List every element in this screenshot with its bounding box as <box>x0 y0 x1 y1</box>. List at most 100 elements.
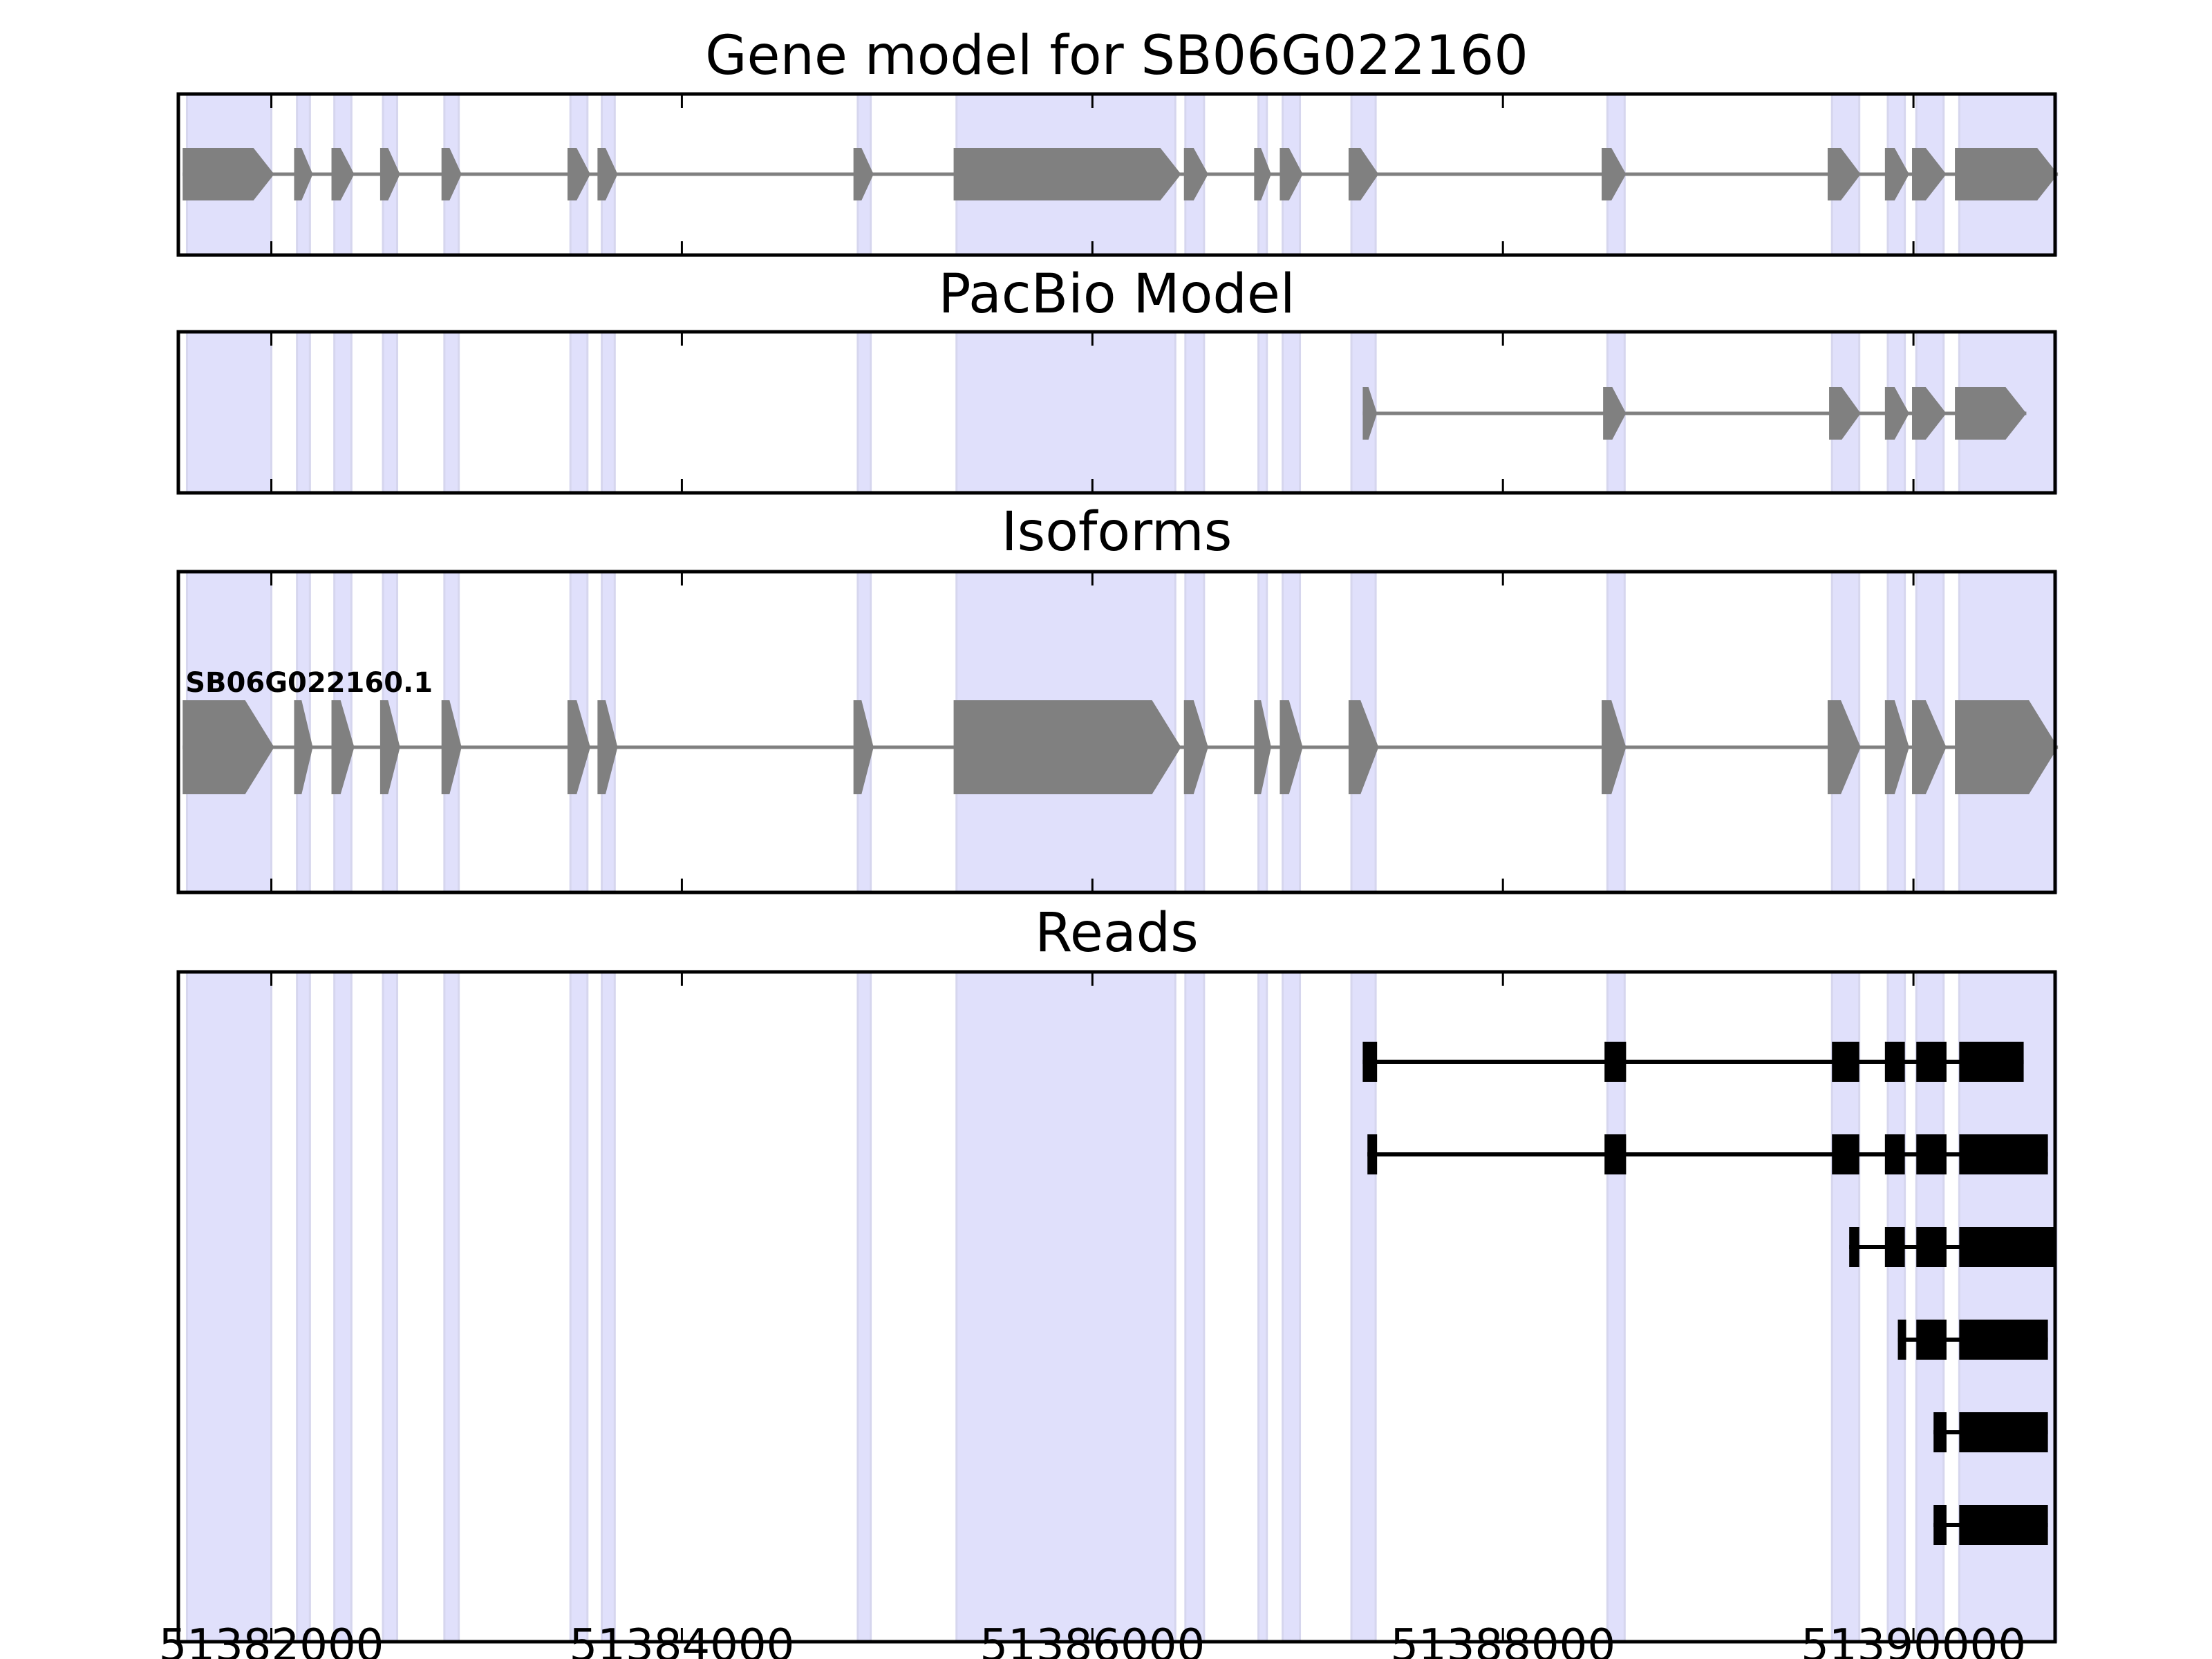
shaded-region <box>382 971 399 1643</box>
shaded-region <box>569 330 589 494</box>
exon <box>379 148 400 200</box>
read-block <box>1604 1134 1627 1174</box>
read-block <box>1604 1042 1627 1082</box>
exon <box>1280 700 1303 794</box>
exon <box>294 148 313 200</box>
exon <box>568 148 590 200</box>
exon <box>441 148 462 200</box>
exon <box>379 700 400 794</box>
exon <box>1912 148 1947 200</box>
exon <box>1955 700 2059 794</box>
read <box>1897 1320 2048 1360</box>
exon <box>294 700 313 794</box>
read-block <box>1959 1320 2048 1360</box>
read-block <box>1916 1227 1947 1267</box>
exon <box>1348 700 1379 794</box>
exon <box>1254 148 1271 200</box>
shaded-region <box>382 330 399 494</box>
exon <box>568 700 590 794</box>
exon <box>1602 148 1627 200</box>
panels: Gene model for SB06G022160 PacBio Model Is… <box>159 25 2059 1659</box>
exon <box>441 700 462 794</box>
exon <box>853 148 874 200</box>
shaded-region <box>1184 971 1206 1643</box>
exon <box>1884 700 1909 794</box>
panel-pacbio-model: PacBio Model <box>176 263 2058 495</box>
exon <box>1827 700 1861 794</box>
shaded-region <box>443 971 460 1643</box>
read <box>1933 1505 2048 1545</box>
exon <box>182 700 274 794</box>
shaded-region <box>856 330 872 494</box>
panel-title: Isoforms <box>1002 501 1232 563</box>
shaded-region <box>1257 330 1268 494</box>
exon <box>1827 148 1861 200</box>
exon <box>1183 148 1208 200</box>
x-tick-label: 51386000 <box>980 1620 1205 1659</box>
shaded-region <box>601 971 616 1643</box>
read-block <box>1916 1320 1947 1360</box>
panel-title: Reads <box>1035 902 1199 964</box>
exon <box>1955 148 2059 200</box>
shaded-region <box>1257 971 1268 1643</box>
shaded-region <box>856 971 872 1643</box>
shaded-region <box>185 971 273 1643</box>
panel-title: PacBio Model <box>938 263 1295 326</box>
exon <box>597 148 618 200</box>
shaded-region <box>569 971 589 1643</box>
shaded-region <box>296 330 311 494</box>
read <box>1933 1412 2048 1452</box>
read <box>1362 1042 2024 1082</box>
exon <box>331 700 355 794</box>
shaded-region <box>1184 330 1206 494</box>
exon <box>1912 700 1947 794</box>
x-tick-label: 51382000 <box>159 1620 384 1659</box>
read-block <box>1367 1134 1378 1174</box>
exon <box>1829 387 1861 440</box>
exon <box>953 148 1181 200</box>
axes-frame <box>176 92 2057 257</box>
shaded-region <box>955 971 1177 1643</box>
x-tick-label: 51390000 <box>1801 1620 2026 1659</box>
read-block <box>1959 1042 2024 1082</box>
exon <box>1884 148 1909 200</box>
exon <box>1254 700 1271 794</box>
exon <box>182 148 274 200</box>
read-block <box>1933 1412 1947 1452</box>
exon <box>1912 387 1947 440</box>
read-block <box>1884 1134 1905 1174</box>
x-tick-label: 51384000 <box>570 1620 795 1659</box>
exon <box>1348 148 1379 200</box>
axes-frame <box>176 570 2057 894</box>
shaded-region <box>955 330 1177 494</box>
isoform-label: SB06G022160.1 <box>185 667 433 699</box>
x-axis-tick-labels: 51382000 51384000 51386000 51388000 51390000 <box>159 1620 2026 1659</box>
read-block <box>1897 1320 1906 1360</box>
exon <box>853 700 874 794</box>
panel-gene-model-for-sb06g022160: Gene model for SB06G022160 <box>176 25 2059 257</box>
axes-frame <box>176 970 2057 1644</box>
exon <box>331 148 355 200</box>
read-block <box>1362 1042 1378 1082</box>
shaded-region <box>296 971 311 1643</box>
read-block <box>1832 1134 1859 1174</box>
exon <box>1602 700 1627 794</box>
read-block <box>1959 1134 2048 1174</box>
exon <box>1183 700 1208 794</box>
shaded-region <box>333 330 353 494</box>
exon <box>1280 148 1303 200</box>
shaded-region <box>1606 971 1626 1643</box>
x-tick-label: 51388000 <box>1390 1620 1615 1659</box>
read-block <box>1916 1042 1947 1082</box>
shaded-region <box>185 330 273 494</box>
read-block <box>1959 1505 2048 1545</box>
read-block <box>1884 1227 1905 1267</box>
exon <box>1884 387 1909 440</box>
exon <box>953 700 1181 794</box>
shaded-region <box>333 971 353 1643</box>
read-block <box>1959 1412 2048 1452</box>
exon <box>1603 387 1627 440</box>
exon <box>597 700 618 794</box>
axes-frame <box>176 330 2057 495</box>
